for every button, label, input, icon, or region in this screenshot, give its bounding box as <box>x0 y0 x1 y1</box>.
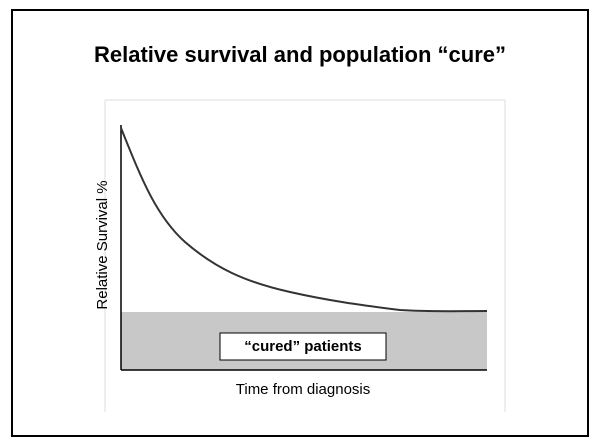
annotation: “cured” patients <box>244 338 362 355</box>
y-axis-label: Relative Survival % <box>94 180 111 309</box>
slide-title: Relative survival and population “cure” <box>94 42 506 67</box>
survival-curve <box>120 127 488 313</box>
chart-image: “cured” patients Relative Survival % Tim… <box>94 99 506 412</box>
annotation-box <box>219 332 387 361</box>
x-axis-label: Time from diagnosis <box>236 381 371 398</box>
